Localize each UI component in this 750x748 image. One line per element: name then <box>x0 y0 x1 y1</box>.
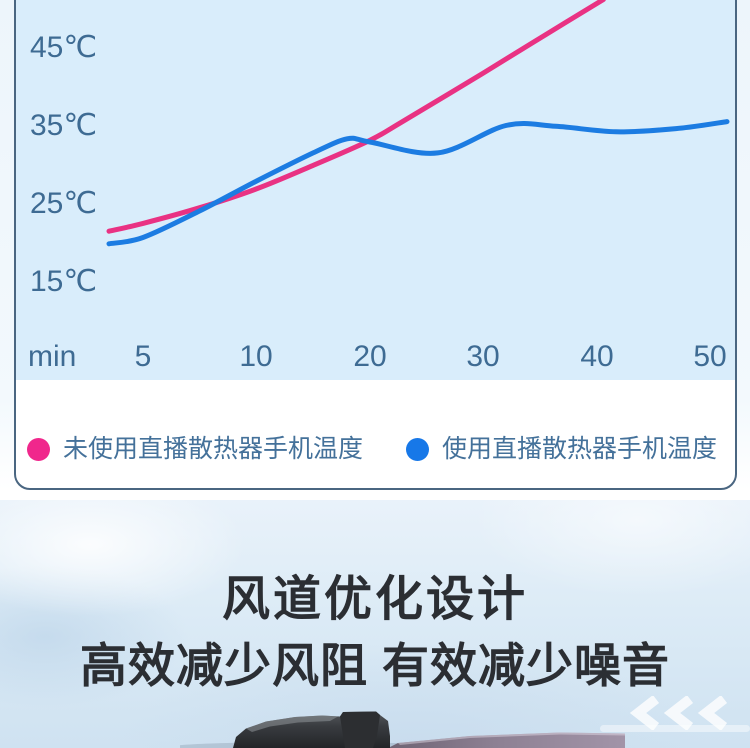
legend-label-with-cooler: 使用直播散热器手机温度 <box>442 435 718 463</box>
x-axis-unit-label: min <box>28 340 77 373</box>
series-line-with-cooler <box>106 119 730 247</box>
phone-slab-highlight <box>398 732 625 745</box>
x-axis-tick-50: 50 <box>693 340 727 373</box>
product-photo <box>180 711 625 748</box>
legend-item-with-cooler: 使用直播散热器手机温度 <box>406 434 717 464</box>
feature-title: 风道优化设计 <box>221 573 528 626</box>
x-axis-tick-30: 30 <box>466 340 500 373</box>
legend-dot-pink-icon <box>27 437 50 461</box>
chart-region: 45℃ 35℃ 25℃ 15℃ min 5 10 20 30 40 50 未使用… <box>0 0 750 500</box>
temperature-chart-card: 45℃ 35℃ 25℃ 15℃ min 5 10 20 30 40 50 未使用… <box>14 0 737 490</box>
temperature-chart-plot: 45℃ 35℃ 25℃ 15℃ min 5 10 20 30 40 50 <box>16 0 735 380</box>
x-axis-tick-5: 5 <box>134 340 152 373</box>
feature-section: 风道优化设计 高效减少风阻 有效减少噪音 <box>0 500 750 748</box>
decorative-light-bar <box>600 725 750 732</box>
phone-slab <box>388 732 625 748</box>
cooler-clamp-highlight <box>246 715 338 732</box>
y-axis-tick-15: 15℃ <box>30 265 98 298</box>
legend-label-without-cooler: 未使用直播散热器手机温度 <box>63 435 364 463</box>
feature-subtitle: 高效减少风阻 有效减少噪音 <box>79 639 671 692</box>
y-axis-tick-25: 25℃ <box>30 187 98 220</box>
temperature-line-chart <box>106 0 730 247</box>
y-axis-tick-35: 35℃ <box>30 109 98 142</box>
series-line-without-cooler <box>106 0 606 234</box>
legend-dot-blue-icon <box>406 437 429 461</box>
x-axis-tick-40: 40 <box>580 340 614 373</box>
cooler-clamp-block <box>340 711 380 748</box>
y-axis-tick-45: 45℃ <box>30 31 98 64</box>
chevron-left-icons <box>629 696 728 730</box>
legend-item-without-cooler: 未使用直播散热器手机温度 <box>27 434 363 464</box>
x-axis-tick-20: 20 <box>353 340 387 373</box>
x-axis-tick-10: 10 <box>239 340 273 373</box>
